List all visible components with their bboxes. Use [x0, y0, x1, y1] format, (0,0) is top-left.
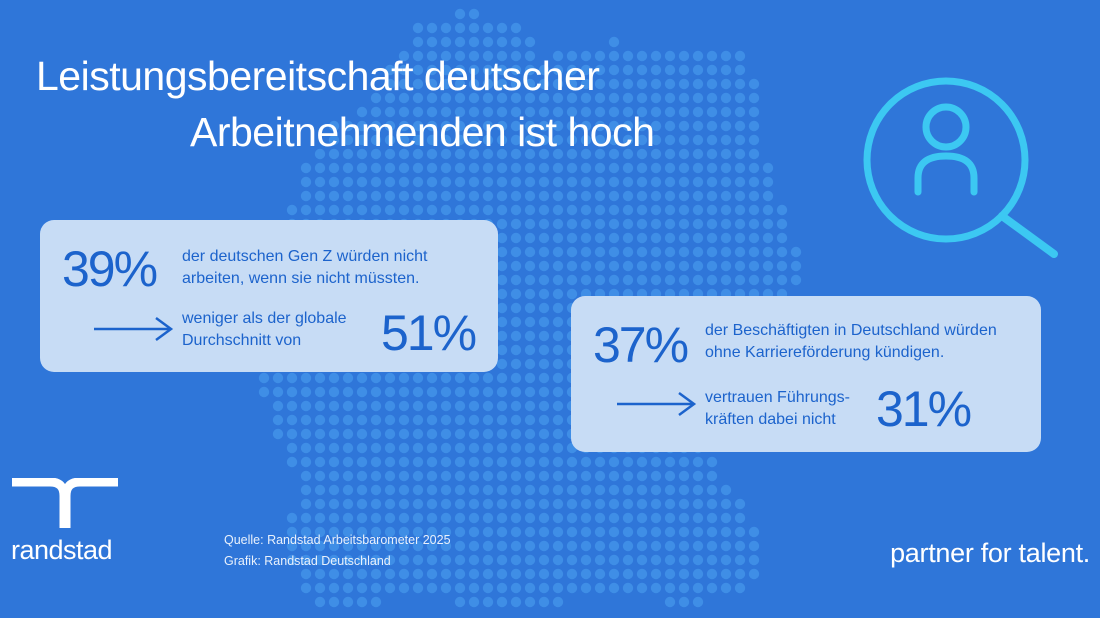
arrow-right-icon: [94, 316, 174, 342]
graphic-credit-line: Grafik: Randstad Deutschland: [224, 554, 391, 568]
main-text: der Beschäftigten in Deutschland würden …: [705, 322, 997, 361]
tagline: partner for talent.: [890, 538, 1090, 568]
source-note: Quelle: Randstad Arbeitsbarometer 2025 G…: [224, 530, 451, 572]
page-title: Leistungsbereitschaft deutscher Arbeitne…: [36, 48, 655, 160]
main-percent: 37%: [593, 317, 689, 373]
search-person-icon: [863, 77, 1058, 258]
brand-name: randstad: [11, 535, 113, 565]
compare-percent: 51%: [381, 305, 477, 361]
compare-text: weniger als der globale Durchschnitt von: [182, 310, 347, 349]
main-text: der deutschen Gen Z würden nicht arbeite…: [182, 248, 428, 287]
title-line-1: Leistungsbereitschaft deutscher: [36, 53, 600, 99]
source-line: Quelle: Randstad Arbeitsbarometer 2025: [224, 533, 451, 547]
stat-card-gen-z: 39% der deutschen Gen Z würden nicht arb…: [40, 220, 498, 372]
main-percent: 39%: [62, 241, 158, 297]
compare-percent: 31%: [876, 381, 972, 437]
randstad-logo-icon: [12, 478, 118, 528]
stat-card-beschaeftigte: 37% der Beschäftigten in Deutschland wür…: [571, 296, 1041, 452]
arrow-right-icon: [617, 391, 697, 417]
title-line-2: Arbeitnehmenden ist hoch: [190, 109, 655, 155]
compare-text: vertrauen Führungs-kräften dabei nicht: [705, 389, 850, 428]
